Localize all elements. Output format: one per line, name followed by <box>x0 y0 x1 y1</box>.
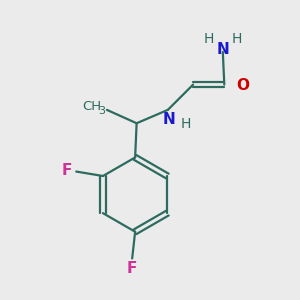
Text: N: N <box>216 42 229 57</box>
Text: F: F <box>62 163 73 178</box>
Text: 3: 3 <box>98 106 105 116</box>
Text: CH: CH <box>82 100 102 113</box>
Text: H: H <box>203 32 214 46</box>
Text: H: H <box>232 32 242 46</box>
Text: N: N <box>163 112 176 127</box>
Text: O: O <box>236 78 249 93</box>
Text: F: F <box>127 261 137 276</box>
Text: H: H <box>181 117 191 131</box>
